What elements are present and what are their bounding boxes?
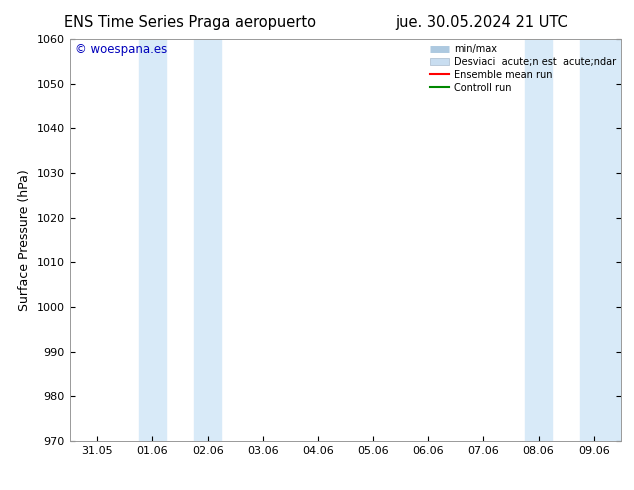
Text: jue. 30.05.2024 21 UTC: jue. 30.05.2024 21 UTC [396,15,568,30]
Bar [525,39,552,441]
Text: © woespana.es: © woespana.es [75,43,167,56]
Bar [194,39,221,441]
Legend: min/max, Desviaci  acute;n est  acute;ndar, Ensemble mean run, Controll run: min/max, Desviaci acute;n est acute;ndar… [430,44,616,93]
Y-axis label: Surface Pressure (hPa): Surface Pressure (hPa) [18,169,31,311]
Bar [139,39,166,441]
Bar [580,39,621,441]
Text: ENS Time Series Praga aeropuerto: ENS Time Series Praga aeropuerto [64,15,316,30]
